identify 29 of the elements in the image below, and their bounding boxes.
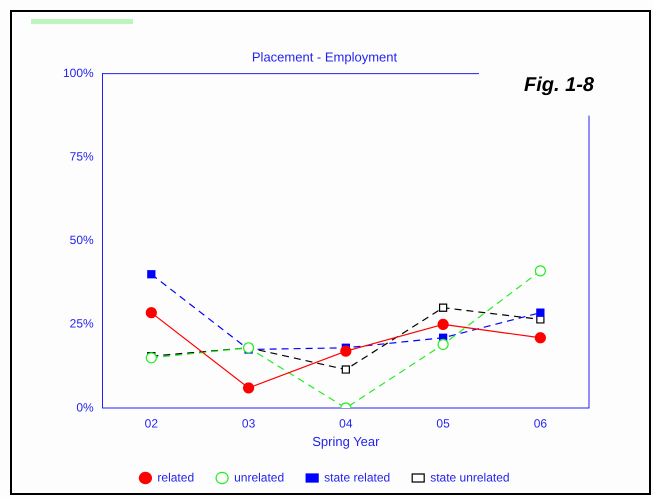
x-tick-label: 02 <box>144 416 158 431</box>
point <box>147 270 156 278</box>
chart-title: Placement - Employment <box>252 49 398 64</box>
legend-label: unrelated <box>234 470 284 484</box>
y-tick-label: 100% <box>62 66 94 80</box>
x-axis-title: Spring Year <box>312 434 380 449</box>
legend-label: related <box>157 470 194 484</box>
point <box>438 318 449 330</box>
y-tick-label: 25% <box>70 316 94 331</box>
point <box>534 265 546 276</box>
x-tick-label: 06 <box>534 416 548 431</box>
x-tick-label: 04 <box>339 416 353 431</box>
y-tick-label: 50% <box>70 233 94 248</box>
point <box>438 304 448 312</box>
y-tick-label: 0% <box>76 400 94 414</box>
point <box>146 307 157 318</box>
legend-label: state unrelated <box>430 470 510 484</box>
point <box>534 332 546 344</box>
x-tick-label: 03 <box>242 416 256 431</box>
y-tick-label: 75% <box>70 150 94 164</box>
annotation: Fig. 1-8 <box>524 74 595 96</box>
x-tick-label: 05 <box>436 416 450 431</box>
point <box>536 308 545 317</box>
point <box>242 382 254 394</box>
point <box>438 338 449 350</box>
point <box>342 365 350 374</box>
point <box>146 352 157 364</box>
point <box>340 346 352 357</box>
legend-label: state related <box>324 470 390 484</box>
